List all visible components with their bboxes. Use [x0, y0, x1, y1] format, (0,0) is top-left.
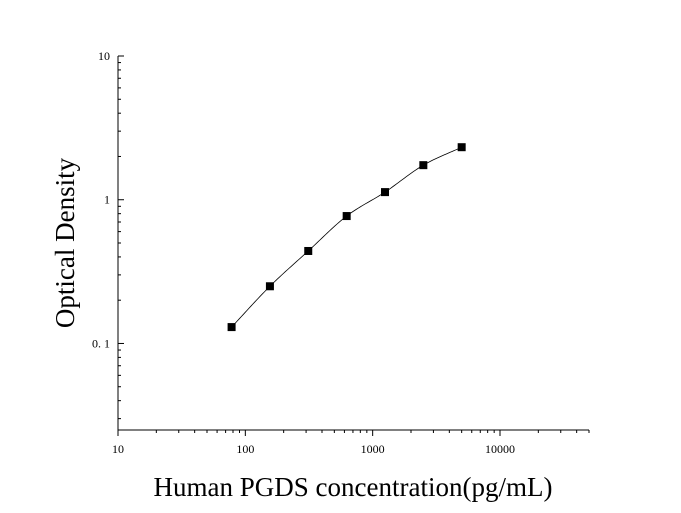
- y-axis-title: Optical Density: [50, 157, 80, 328]
- data-point: [457, 143, 466, 152]
- x-axis-title: Human PGDS concentration(pg/mL): [154, 472, 553, 502]
- x-tick-label: 100: [236, 442, 254, 456]
- data-point: [419, 161, 428, 170]
- x-tick-label: 1000: [361, 442, 385, 456]
- axes: [117, 56, 589, 431]
- data-points: [227, 143, 466, 332]
- y-tick-label: 0. 1: [92, 336, 110, 350]
- data-point: [381, 188, 390, 197]
- data-point: [304, 246, 313, 255]
- data-point: [342, 212, 351, 221]
- ticks: [117, 55, 590, 436]
- y-tick-label: 1: [104, 193, 110, 207]
- x-tick-label: 10000: [485, 442, 515, 456]
- data-point: [227, 323, 236, 332]
- tick-labels: 10 100 1000 10000 0. 1 1 10: [92, 49, 515, 456]
- y-tick-label: 10: [98, 49, 110, 63]
- data-point: [265, 282, 274, 291]
- fit-curve: [231, 146, 462, 328]
- x-tick-label: 10: [112, 442, 124, 456]
